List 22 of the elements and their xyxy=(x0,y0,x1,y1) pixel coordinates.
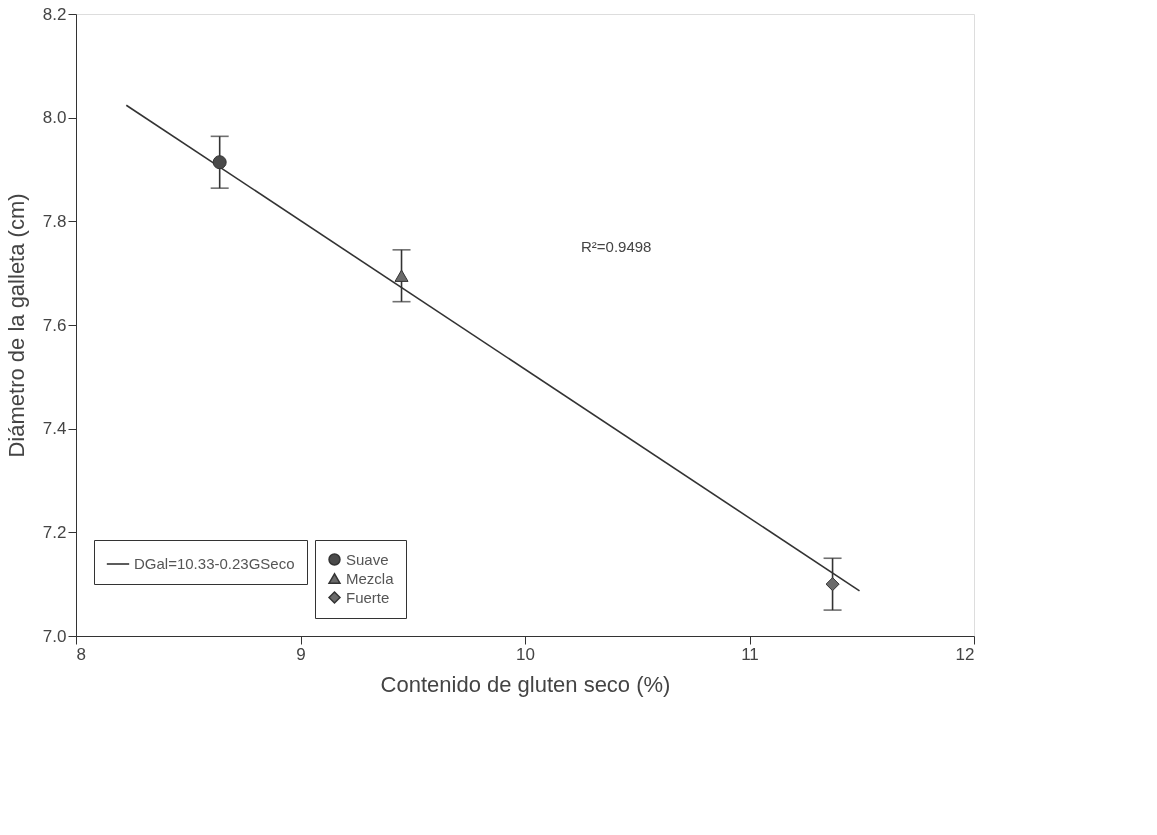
legend-label: DGal=10.33-0.23GSeco xyxy=(134,555,295,572)
legend-label: Suave xyxy=(346,550,389,568)
x-axis-title: Contenido de gluten seco (%) xyxy=(380,671,671,697)
y-tick-label: 7.0 xyxy=(42,626,67,646)
point xyxy=(394,269,409,282)
point xyxy=(825,577,840,592)
y-tick-label: 8.0 xyxy=(42,108,67,128)
legend-label: Mezcla xyxy=(346,569,395,587)
y-tick-label: 7.2 xyxy=(42,522,67,542)
point xyxy=(212,155,227,170)
y-tick-label: 7.4 xyxy=(42,419,67,439)
x-tick-label: 8 xyxy=(76,644,86,664)
x-tick-label: 10 xyxy=(516,644,535,664)
x-tick-label: 9 xyxy=(296,644,306,664)
x-tick-label: 11 xyxy=(741,644,759,664)
y-tick-label: 7.6 xyxy=(42,315,67,335)
y-axis-title: Diámetro de la galleta (cm) xyxy=(3,193,29,458)
y-tick-label: 7.8 xyxy=(42,211,67,231)
x-tick-label: 12 xyxy=(955,644,975,664)
legend-label: Fuerte xyxy=(346,588,390,606)
y-tick-label: 8.2 xyxy=(42,4,67,24)
annotation: R²=0.9498 xyxy=(581,238,652,255)
